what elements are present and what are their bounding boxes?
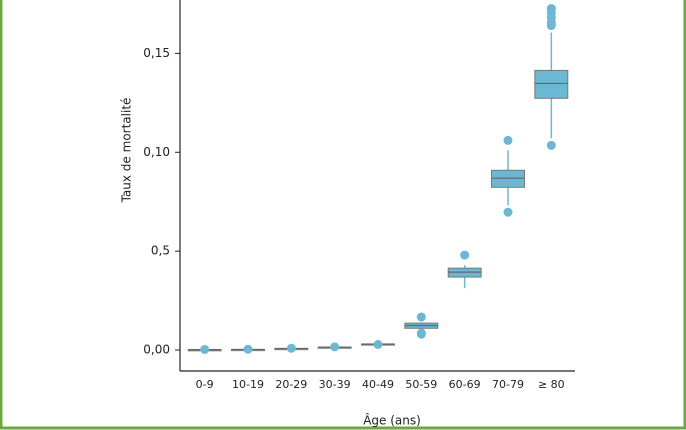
x-tick-label: 60-69 xyxy=(449,378,481,391)
outlier xyxy=(416,312,426,322)
x-tick-label: 0-9 xyxy=(196,378,214,391)
outlier xyxy=(460,250,470,260)
x-tick-label: 20-29 xyxy=(275,378,307,391)
y-tick-label: 0,5 xyxy=(151,244,170,258)
y-tick-label: 0,00 xyxy=(143,343,170,357)
outlier xyxy=(286,343,296,353)
x-tick-label: ≥ 80 xyxy=(538,378,565,391)
x-tick-label: 70-79 xyxy=(492,378,524,391)
outlier xyxy=(503,135,513,145)
x-tick-label: 50-59 xyxy=(405,378,437,391)
outlier xyxy=(200,344,210,354)
x-tick-label: 40-49 xyxy=(362,378,394,391)
outlier xyxy=(330,342,340,352)
outlier xyxy=(546,21,556,31)
y-tick-label: 0,10 xyxy=(143,145,170,159)
y-tick-label: 0,15 xyxy=(143,46,170,60)
outlier xyxy=(416,329,426,339)
outlier xyxy=(503,207,513,217)
outlier xyxy=(546,140,556,150)
box xyxy=(534,69,569,99)
outlier xyxy=(373,340,383,349)
x-tick-label: 10-19 xyxy=(232,378,264,391)
x-tick-label: 30-39 xyxy=(319,378,351,391)
outlier xyxy=(243,344,253,354)
y-axis-label: Taux de mortalité xyxy=(120,98,134,204)
x-axis-label: Âge (ans) xyxy=(363,413,421,428)
